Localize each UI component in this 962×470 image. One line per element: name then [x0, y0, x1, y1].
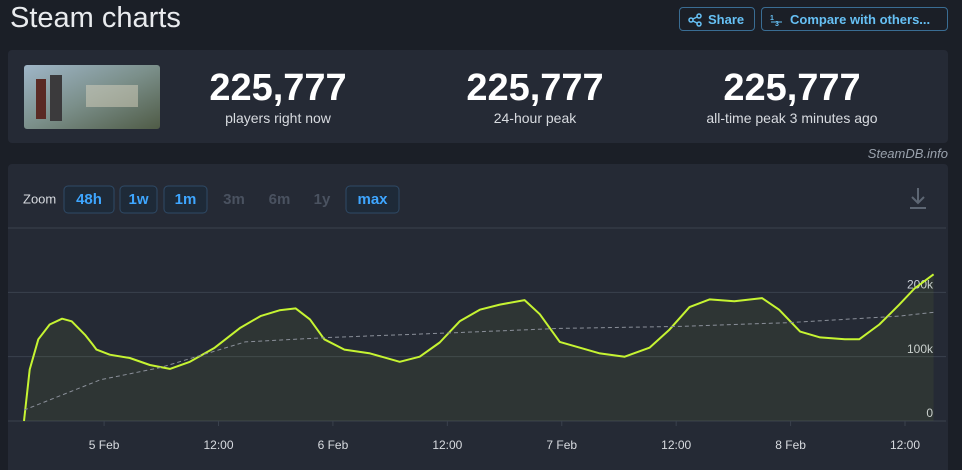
zoom-button-label: 1y — [314, 191, 331, 208]
stat-value: 225,777 — [209, 67, 347, 109]
compare-icon: 13 — [770, 15, 782, 27]
x-tick-label: 7 Feb — [546, 438, 577, 452]
svg-text:3: 3 — [775, 21, 779, 27]
share-button[interactable]: Share — [679, 7, 755, 31]
game-image — [24, 65, 160, 129]
svg-text:1: 1 — [770, 15, 774, 22]
series-line — [23, 273, 935, 422]
x-tick-label: 12:00 — [432, 438, 462, 452]
stat-value: 225,777 — [723, 67, 861, 109]
series-line — [23, 311, 934, 411]
zoom-button[interactable] — [163, 185, 208, 214]
x-tick-label: 8 Feb — [775, 438, 806, 452]
x-tick-label: 12:00 — [203, 438, 233, 452]
x-tick-label: 12:00 — [890, 438, 920, 452]
x-tick-label: 6 Feb — [318, 438, 349, 452]
zoom-button-label[interactable]: 48h — [76, 191, 102, 208]
chart-panel — [8, 164, 948, 470]
x-tick-label: 12:00 — [661, 438, 691, 452]
share-label: Share — [708, 12, 745, 27]
download-icon[interactable] — [910, 188, 926, 209]
stat-label: 24-hour peak — [493, 110, 577, 126]
page-title: Steam charts — [10, 2, 181, 34]
zoom-button-label[interactable]: 1w — [128, 191, 148, 208]
compare-label: Compare with others... — [790, 12, 931, 27]
y-tick-label: 0 — [926, 406, 933, 420]
zoom-button[interactable] — [345, 185, 400, 214]
stat-24h-peak: 225,777 24-hour peak — [415, 68, 655, 126]
zoom-button[interactable] — [119, 185, 158, 214]
stat-label: players right now — [225, 110, 331, 126]
zoom-button-label: 3m — [223, 191, 245, 208]
zoom-button-label[interactable]: 1m — [175, 191, 197, 208]
stat-value: 225,777 — [466, 67, 604, 109]
credit: SteamDB.info — [867, 146, 948, 161]
stat-all-time-peak: 225,777 all-time peak 3 minutes ago — [672, 68, 912, 126]
stat-players-now: 225,777 players right now — [158, 68, 398, 126]
stats-panel: 225,777 players right now 225,777 24-hour … — [8, 50, 948, 143]
series-area — [24, 274, 934, 421]
stat-label: all-time peak 3 minutes ago — [706, 110, 878, 126]
x-tick-label: 5 Feb — [89, 438, 120, 452]
zoom-button[interactable] — [63, 185, 115, 214]
zoom-button-label[interactable]: max — [357, 191, 388, 208]
share-icon — [688, 13, 702, 27]
zoom-label: Zoom — [23, 191, 56, 206]
zoom-button-label: 6m — [269, 191, 291, 208]
y-tick-label: 100k — [907, 342, 934, 356]
